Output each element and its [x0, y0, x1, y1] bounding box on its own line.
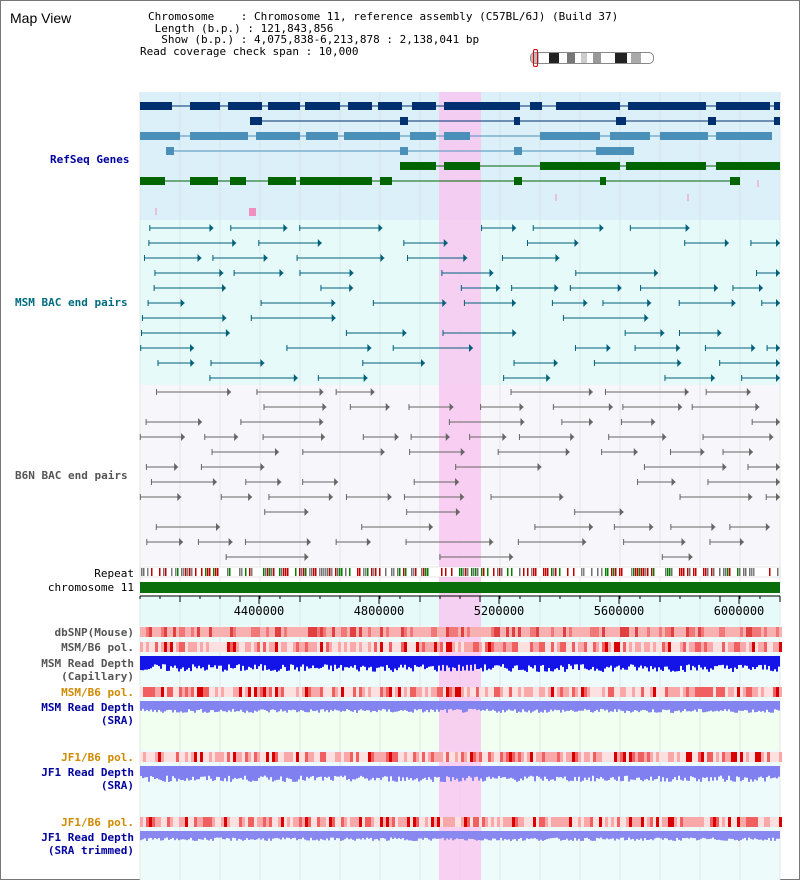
repeat-track[interactable] [141, 568, 779, 576]
jf1-read-depth-label[interactable]: JF1 Read Depth [41, 766, 134, 779]
jf1-trimmed-sublabel: (SRA trimmed) [47, 844, 134, 857]
chromosome-track-label: chromosome 11 [47, 581, 134, 594]
dbsnp-label[interactable]: dbSNP(Mouse) [54, 626, 134, 639]
read-depth-tracks[interactable] [140, 656, 780, 841]
msm-pol-sra-label[interactable]: MSM/B6 pol. [61, 686, 134, 699]
length-line: Length (b.p.) : 121,843,856 [148, 21, 334, 35]
msm-read-depth-sra-label[interactable]: MSM Read Depth [41, 701, 134, 714]
refseq-genes-label[interactable]: RefSeq Genes [50, 153, 130, 166]
msm-bac-track[interactable] [140, 224, 780, 382]
msm-pol-label[interactable]: MSM/B6 pol. [61, 641, 134, 654]
region-info: Chromosome : Chromosome 11, reference as… [140, 10, 619, 57]
msm-sra-sublabel: (SRA) [100, 714, 134, 727]
chromosome-line: Chromosome : Chromosome 11, reference as… [148, 10, 619, 23]
ideogram-position-marker[interactable] [533, 49, 538, 67]
axis-tick-label: 5200000 [474, 604, 525, 618]
repeat-label: Repeat [94, 567, 134, 580]
axis-tick-label: 4800000 [354, 604, 405, 618]
jf1-read-depth-trimmed-label[interactable]: JF1 Read Depth [41, 831, 134, 844]
chromosome-bar[interactable] [140, 582, 780, 593]
jf1-pol-label[interactable]: JF1/B6 pol. [61, 751, 134, 764]
jf1-pol-trimmed-label[interactable]: JF1/B6 pol. [61, 816, 134, 829]
msm-bac-end-pairs-label[interactable]: MSM BAC end pairs [15, 296, 128, 309]
axis-tick-label: 5600000 [594, 604, 645, 618]
axis-tick-label: 4400000 [234, 604, 285, 618]
page-title: Map View [10, 10, 72, 26]
jf1-sra-sublabel: (SRA) [100, 779, 134, 792]
position-axis: 4400000 4800000 5200000 5600000 6000000 [139, 595, 781, 618]
chromosome-ideogram[interactable] [530, 52, 654, 64]
coverage-line: Read coverage check span : 10,000 [140, 44, 359, 58]
b6n-bac-track[interactable] [139, 388, 780, 561]
capillary-sublabel: (Capillary) [61, 670, 134, 683]
show-line: Show (b.p.) : 4,075,838-6,213,878 : 2,13… [148, 33, 480, 46]
heatmap-tracks[interactable] [140, 627, 782, 827]
grid-lines [139, 92, 781, 880]
b6n-bac-end-pairs-label[interactable]: B6N BAC end pairs [15, 469, 128, 482]
msm-read-depth-capillary-label[interactable]: MSM Read Depth [41, 657, 134, 670]
axis-tick-label: 6000000 [714, 604, 765, 618]
refseq-genes-track[interactable] [140, 102, 780, 216]
highlighted-region[interactable] [439, 92, 481, 880]
